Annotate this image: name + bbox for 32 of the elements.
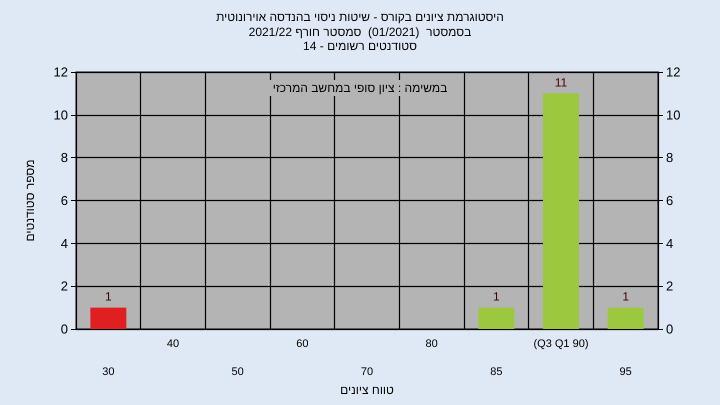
y2-tick-label: 12 (666, 64, 680, 80)
y-tick-label: 0 (60, 322, 68, 336)
data-label: 1 (104, 290, 112, 304)
y2-tick-label: 4 (666, 236, 674, 251)
y2-tick-label: 10 (666, 107, 680, 122)
x-tick-label: 85 (490, 366, 502, 378)
y-axis-title: מספר סטודנטים (23, 159, 37, 242)
data-label: 1 (492, 290, 500, 304)
x-tick-label: (Q3 Q1 90) (533, 338, 589, 350)
y2-tick-label: 0 (666, 322, 674, 336)
x-tick-label: 70 (360, 366, 374, 378)
y-tick-label: 2 (60, 278, 68, 294)
x-tick-label: 60 (296, 338, 308, 350)
y-tick-label: 8 (60, 150, 68, 166)
x-tick-label: 50 (232, 366, 244, 378)
data-label: 1 (622, 290, 630, 304)
chart-title: היסטוגרמת ציונים בקורס - שיטות ניסוי בהנדסה אוירונוטית (216, 10, 504, 24)
x-tick-label: 30 (102, 366, 114, 378)
data-label: 11 (554, 75, 568, 90)
x-tick-label: 80 (426, 338, 438, 350)
x-tick-label: 40 (166, 338, 180, 350)
y-tick-label: 4 (60, 236, 68, 251)
y2-tick-label: 6 (666, 193, 674, 208)
annotation: במשימה : ציון סופי במחשב המרכזי (272, 81, 448, 95)
y2-tick-label: 8 (666, 150, 674, 166)
chart-subtitle: בסמסטר (01/2021) סמסטר חורף 2021/22 סטודנטים רשומים - 14 (248, 25, 472, 53)
x-axis-title: טווח ציונים (340, 382, 394, 397)
y-tick-label: 12 (54, 64, 68, 80)
y-tick-label: 10 (54, 107, 68, 122)
y-tick-label: 6 (60, 193, 68, 208)
y2-tick-label: 2 (666, 278, 674, 294)
x-tick-label: 95 (620, 366, 632, 378)
